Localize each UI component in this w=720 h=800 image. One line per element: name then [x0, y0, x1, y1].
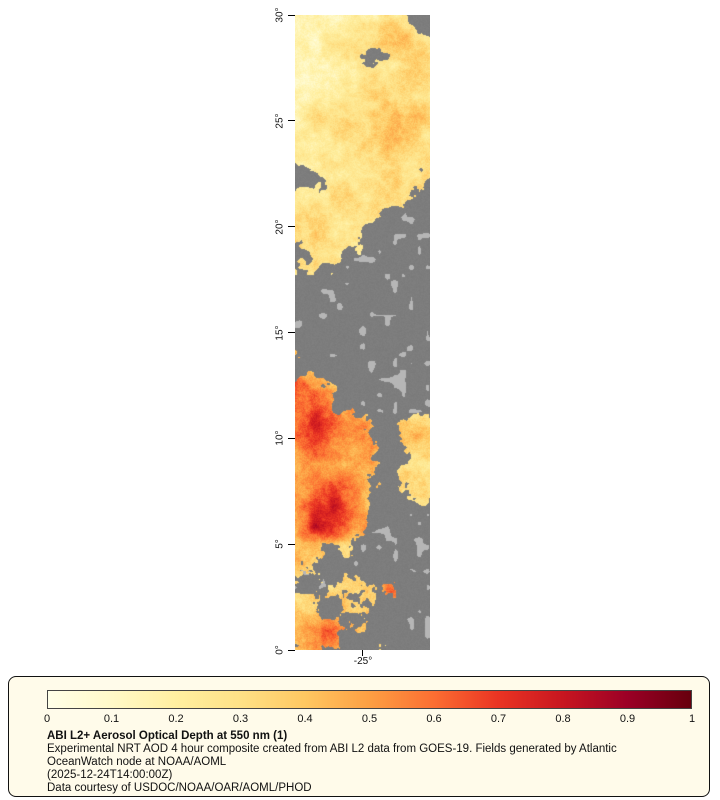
colorbar-tick-label: 0.8 — [555, 713, 571, 725]
latitude-tick-label: 10° — [274, 430, 286, 446]
latitude-tick-label: 25° — [274, 113, 286, 129]
latitude-tick-label: 5° — [274, 539, 286, 549]
aod-map-canvas — [295, 15, 430, 650]
legend-description-line-1: Experimental NRT AOD 4 hour composite cr… — [47, 743, 617, 755]
latitude-tick-label: 20° — [274, 219, 286, 235]
colorbar-tick-label: 0.2 — [168, 713, 184, 725]
legend-text: ABI L2+ Aerosol Optical Depth at 550 nm … — [47, 730, 617, 795]
colorbar-tick-label: 0 — [43, 713, 51, 725]
latitude-tick-label: 30° — [274, 7, 286, 23]
latitude-tick — [288, 120, 295, 122]
longitude-tick — [362, 650, 363, 656]
legend-timestamp: (2025-12-24T14:00:00Z) — [47, 769, 173, 781]
colorbar-tick-label: 0.9 — [619, 713, 636, 725]
legend-box: 0 0.1 0.2 0.3 0.4 0.5 0.6 0.7 0.8 0.9 1 ABI L2+ Ae… — [8, 676, 710, 797]
latitude-tick-label: 15° — [274, 324, 286, 341]
latitude-tick-label: 0° — [274, 645, 286, 655]
colorbar-tick-label: 0.5 — [361, 713, 378, 725]
latitude-tick — [288, 437, 295, 439]
colorbar — [47, 690, 692, 709]
colorbar-tick-label: 0.7 — [490, 713, 507, 725]
legend-credit: Data courtesy of USDOC/NOAA/OAR/AOML/PHO… — [47, 782, 312, 794]
longitude-tick-label: -25° — [353, 656, 373, 667]
latitude-tick — [288, 14, 295, 16]
latitude-tick — [288, 226, 295, 228]
colorbar-tick-label: 0.1 — [103, 713, 120, 725]
aod-map — [295, 15, 430, 650]
colorbar-tick-label: 0.3 — [232, 713, 249, 725]
legend-title: ABI L2+ Aerosol Optical Depth at 550 nm … — [47, 730, 288, 742]
colorbar-tick-label: 0.4 — [297, 713, 313, 725]
latitude-tick — [288, 649, 295, 651]
latitude-tick — [288, 543, 295, 545]
colorbar-tick-label: 1 — [688, 713, 696, 725]
colorbar-tick-label: 0.6 — [426, 713, 442, 725]
latitude-tick — [288, 332, 295, 333]
legend-description-line-2: OceanWatch node at NOAA/AOML — [47, 756, 227, 768]
